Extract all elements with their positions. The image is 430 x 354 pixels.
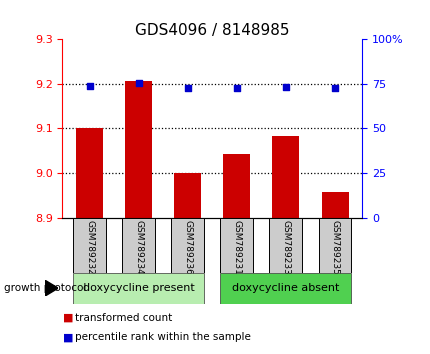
Bar bbox=[220, 273, 351, 304]
Bar bbox=[73, 273, 204, 304]
Text: transformed count: transformed count bbox=[75, 313, 172, 323]
Text: ■: ■ bbox=[62, 332, 73, 342]
Text: GSM789232: GSM789232 bbox=[85, 221, 94, 275]
Text: GSM789231: GSM789231 bbox=[232, 221, 241, 275]
Bar bbox=[125, 81, 152, 218]
Polygon shape bbox=[45, 280, 58, 296]
Text: GSM789235: GSM789235 bbox=[330, 221, 339, 275]
Text: growth protocol: growth protocol bbox=[4, 283, 86, 293]
Bar bbox=[171, 218, 204, 273]
Point bbox=[184, 85, 191, 90]
Text: ■: ■ bbox=[62, 313, 73, 323]
Bar bbox=[318, 218, 351, 273]
Bar bbox=[321, 192, 348, 218]
Text: doxycycline absent: doxycycline absent bbox=[232, 283, 339, 293]
Point bbox=[331, 85, 338, 91]
Bar bbox=[220, 218, 253, 273]
Text: doxycycline present: doxycycline present bbox=[83, 283, 194, 293]
Point bbox=[135, 80, 142, 86]
Point bbox=[86, 84, 93, 89]
Point bbox=[282, 84, 289, 90]
Bar bbox=[122, 218, 155, 273]
Bar bbox=[223, 154, 250, 218]
Text: GSM789236: GSM789236 bbox=[183, 221, 192, 275]
Bar bbox=[76, 129, 103, 218]
Bar bbox=[272, 136, 299, 218]
Text: percentile rank within the sample: percentile rank within the sample bbox=[75, 332, 251, 342]
Text: GSM789233: GSM789233 bbox=[281, 221, 290, 275]
Bar bbox=[174, 173, 201, 218]
Bar bbox=[73, 218, 106, 273]
Bar bbox=[269, 218, 302, 273]
Point bbox=[233, 85, 240, 90]
Text: GSM789234: GSM789234 bbox=[134, 221, 143, 275]
Title: GDS4096 / 8148985: GDS4096 / 8148985 bbox=[135, 23, 289, 38]
